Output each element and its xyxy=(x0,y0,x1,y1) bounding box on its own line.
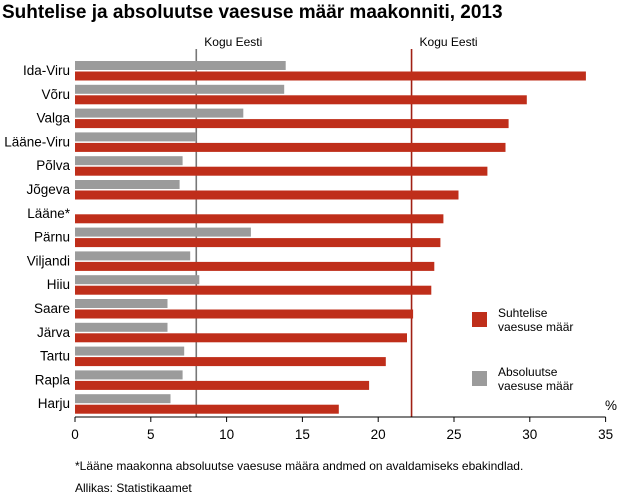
x-axis: 0 5 10 15 20 25 30 35 xyxy=(71,416,613,442)
footnote: *Lääne maakonna absoluutse vaesuse määra… xyxy=(75,459,523,473)
legend-label-line1: Suhtelise xyxy=(498,306,548,320)
x-tick-label: 0 xyxy=(71,427,79,442)
x-tick-label: 35 xyxy=(598,427,613,442)
chart-title: Suhtelise ja absoluutse vaesuse määr maa… xyxy=(2,2,503,23)
category-label: Valga xyxy=(36,111,70,126)
legend-label-line1: Absoluutse xyxy=(498,365,558,379)
bar-absolute xyxy=(75,322,168,332)
category-label: Harju xyxy=(38,396,70,411)
bar-relative xyxy=(75,357,386,367)
bar-relative xyxy=(75,261,435,271)
bar-relative xyxy=(75,309,414,319)
category-label: Rapla xyxy=(35,372,71,387)
bar-relative xyxy=(75,166,488,176)
source-note: Allikas: Statistikaamet xyxy=(75,481,192,495)
bar-relative xyxy=(75,142,506,152)
bar-absolute xyxy=(75,251,191,261)
category-label: Põlva xyxy=(36,158,70,173)
bar-relative xyxy=(75,380,370,390)
bar-absolute xyxy=(75,180,180,189)
x-tick-label: 30 xyxy=(522,427,537,442)
bar-relative xyxy=(75,238,441,248)
bar-absolute xyxy=(75,84,285,94)
bar-relative xyxy=(75,95,527,105)
bar-relative xyxy=(75,285,432,295)
bar-absolute xyxy=(75,394,171,404)
category-label: Ida-Viru xyxy=(23,63,70,78)
bar-relative xyxy=(75,333,407,343)
bar-absolute xyxy=(75,275,200,285)
x-tick-label: 10 xyxy=(219,427,234,442)
bar-relative xyxy=(75,214,444,224)
bar-relative xyxy=(75,190,459,200)
x-tick-label: 20 xyxy=(371,427,386,442)
bar-absolute xyxy=(75,132,197,142)
bar-absolute xyxy=(75,346,185,356)
category-label: Lääne-Viru xyxy=(4,134,70,149)
bars xyxy=(75,61,586,414)
category-label: Saare xyxy=(34,301,70,316)
category-label: Tartu xyxy=(40,349,70,364)
category-label: Võru xyxy=(41,87,70,102)
bar-absolute xyxy=(75,61,286,70)
unit-label: % xyxy=(605,398,617,413)
reference-line-label: Kogu Eesti xyxy=(204,35,262,49)
bar-relative xyxy=(75,119,509,129)
legend-swatch xyxy=(472,312,487,327)
category-labels: Ida-Viru Võru Valga Lääne-Viru Põlva Jõgeva Lä… xyxy=(4,63,71,411)
legend-label-line2: vaesuse määr xyxy=(498,320,573,334)
x-tick-label: 5 xyxy=(147,427,155,442)
x-tick-label: 15 xyxy=(295,427,310,442)
category-label: Hiiu xyxy=(47,277,70,292)
reference-line-label: Kogu Eesti xyxy=(420,35,478,49)
bar-relative xyxy=(75,404,339,414)
category-label: Pärnu xyxy=(34,230,70,245)
category-label: Lääne* xyxy=(27,206,71,221)
legend-swatch xyxy=(472,371,487,386)
category-label: Jõgeva xyxy=(26,182,70,197)
category-label: Viljandi xyxy=(27,253,70,268)
bar-absolute xyxy=(75,299,168,308)
bar-relative xyxy=(75,71,586,81)
bar-absolute xyxy=(75,227,251,237)
bar-absolute xyxy=(75,108,244,118)
x-tick-label: 25 xyxy=(446,427,461,442)
legend-label-line2: vaesuse määr xyxy=(498,379,573,393)
bar-absolute xyxy=(75,370,183,380)
category-label: Järva xyxy=(37,325,71,340)
bar-absolute xyxy=(75,156,183,166)
